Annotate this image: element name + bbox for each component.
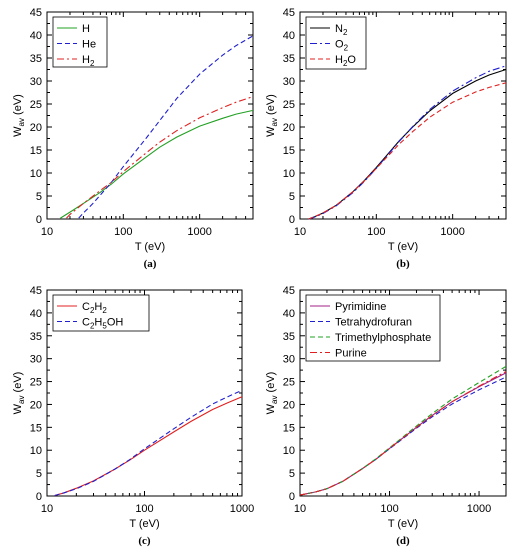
y-tick-label: 20 [283,399,295,411]
y-tick-label: 35 [30,331,42,343]
series-line-4 [299,371,507,496]
legend-label: N2 [335,23,348,37]
x-tick-label: 10 [41,226,53,238]
legend-label: Purine [335,348,367,360]
x-tick-label: 100 [380,503,398,515]
x-axis-label: T (eV) [388,518,418,530]
y-tick-label: 15 [30,145,42,157]
x-axis-label: T (eV) [388,241,418,253]
y-tick-label: 5 [289,191,295,203]
legend: Pyrimidine Tetrahydrofuran Trimethylphosph… [305,294,441,362]
x-tick-label: 100 [367,226,385,238]
series-line-3 [66,96,254,219]
series-line-1 [299,372,507,496]
x-axis-label: T (eV) [129,518,159,530]
x-tick-label: 1000 [467,503,491,515]
series-line-1 [60,109,254,219]
chart-panel-1: 0 5 10 15 20 25 30 35 40 45 10 100 1000 T (eV) Wav (eV… [12,7,254,270]
series-line-2 [78,35,254,219]
y-tick-label: 5 [289,468,295,480]
chart-panel-3: 0 5 10 15 20 25 30 35 40 45 10 100 1000 T (eV) Wav (eV… [12,285,254,547]
y-tick-label: 25 [283,99,295,111]
series-line-2 [299,376,507,496]
series-line-3 [299,365,507,496]
y-tick-label: 10 [283,445,295,457]
y-tick-label: 0 [289,214,295,226]
x-tick-label: 1000 [187,226,211,238]
x-tick-label: 10 [294,503,306,515]
legend-label: O2 [335,39,349,53]
legend: C2H2 C2H5OH [52,294,150,332]
panel-tag: (b) [396,258,410,270]
series-line-2 [54,389,243,497]
y-tick-label: 25 [30,377,42,389]
y-tick-label: 35 [283,331,295,343]
series-line-3 [308,82,507,220]
y-tick-label: 30 [30,76,42,88]
y-tick-label: 45 [30,285,42,297]
x-axis-label: T (eV) [135,241,165,253]
y-tick-label: 15 [30,422,42,434]
y-axis-label: Wav (eV) [265,94,279,137]
y-tick-label: 0 [289,491,295,503]
y-tick-label: 20 [30,399,42,411]
chart-panel-4: 0 5 10 15 20 25 30 35 40 45 10 100 1000 T (eV) Wav (eV… [265,285,507,547]
y-tick-label: 40 [30,308,42,320]
y-tick-label: 0 [36,214,42,226]
panel-tag: (c) [138,535,151,547]
panel-tag: (a) [144,258,157,270]
y-tick-label: 40 [30,30,42,42]
legend-box [52,294,150,332]
y-tick-label: 25 [30,99,42,111]
x-tick-label: 1000 [440,226,464,238]
x-tick-label: 100 [114,226,132,238]
y-tick-label: 35 [283,53,295,65]
y-axis-label: Wav (eV) [265,372,279,415]
y-tick-label: 30 [30,354,42,366]
legend-label: He [82,39,96,51]
legend-label: Pyrimidine [335,301,386,313]
legend-label: Trimethylphosphate [335,332,431,344]
panel-tag: (d) [396,535,410,547]
y-tick-label: 5 [36,191,42,203]
y-tick-label: 10 [30,445,42,457]
series-line-2 [308,65,507,220]
legend: H He H2 [52,16,108,68]
x-tick-label: 10 [41,503,53,515]
legend-label: H2 [82,54,95,68]
y-tick-label: 45 [30,7,42,19]
y-tick-label: 10 [30,168,42,180]
y-tick-label: 35 [30,53,42,65]
legend-label: C2H2 [82,301,107,315]
y-tick-label: 5 [36,468,42,480]
y-tick-label: 30 [283,76,295,88]
y-tick-label: 15 [283,145,295,157]
y-tick-label: 15 [283,422,295,434]
y-tick-label: 45 [283,7,295,19]
y-axis-label: Wav (eV) [12,372,26,415]
x-tick-label: 1000 [230,503,254,515]
legend-label: H2O [335,54,356,68]
y-tick-label: 10 [283,168,295,180]
y-tick-label: 40 [283,308,295,320]
y-tick-label: 45 [283,285,295,297]
y-tick-label: 25 [283,377,295,389]
y-tick-label: 20 [30,122,42,134]
x-tick-label: 100 [135,503,153,515]
y-tick-label: 20 [283,122,295,134]
legend-label: H [82,23,90,35]
chart-panel-2: 0 5 10 15 20 25 30 35 40 45 10 100 1000 T (eV) Wav (eV… [265,7,507,270]
y-tick-label: 0 [36,491,42,503]
legend-label: Tetrahydrofuran [335,317,412,329]
y-tick-label: 30 [283,354,295,366]
x-tick-label: 10 [294,226,306,238]
y-tick-label: 40 [283,30,295,42]
legend-label: C2H5OH [82,317,123,331]
y-axis-label: Wav (eV) [12,94,26,137]
